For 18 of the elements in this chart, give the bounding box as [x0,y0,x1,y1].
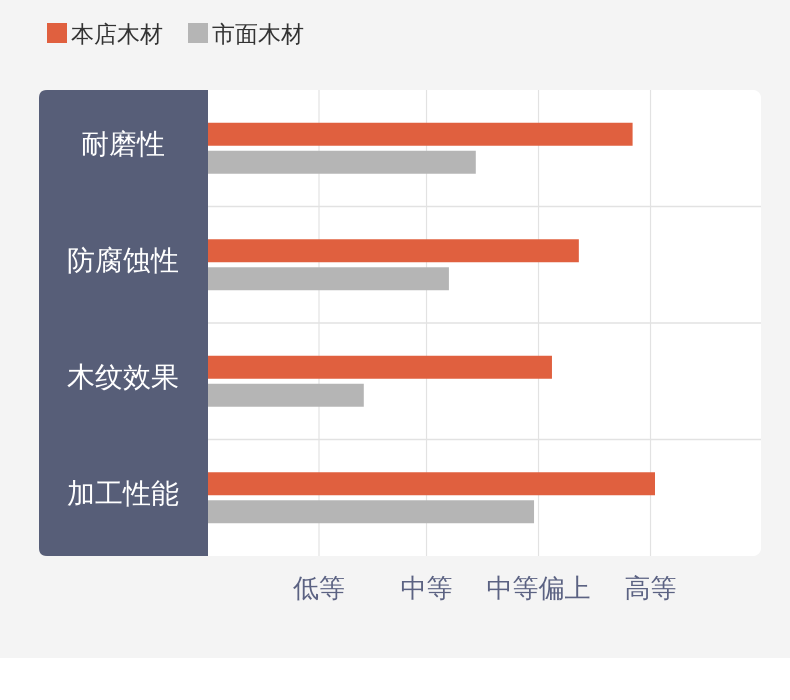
y-tick-label: 加工性能 [67,476,179,510]
y-tick-label: 防腐蚀性 [67,244,179,277]
legend-label: 本店木材 [71,22,163,48]
y-tick-label: 木纹效果 [67,360,179,394]
ref-line-label: 高等 [624,574,677,604]
bar [207,150,476,174]
bar [207,267,449,290]
y-tick-label: 耐磨性 [81,127,165,160]
bar [207,122,633,146]
ref-line-label: 中等 [400,574,453,604]
legend-label: 市面木材 [212,22,304,48]
ref-line-label: 中等偏上 [486,574,591,604]
ref-line-label: 低等 [293,574,345,604]
bar [207,500,534,524]
bar [207,356,552,379]
bar [207,239,579,262]
bar [207,472,655,496]
bar [207,384,364,407]
